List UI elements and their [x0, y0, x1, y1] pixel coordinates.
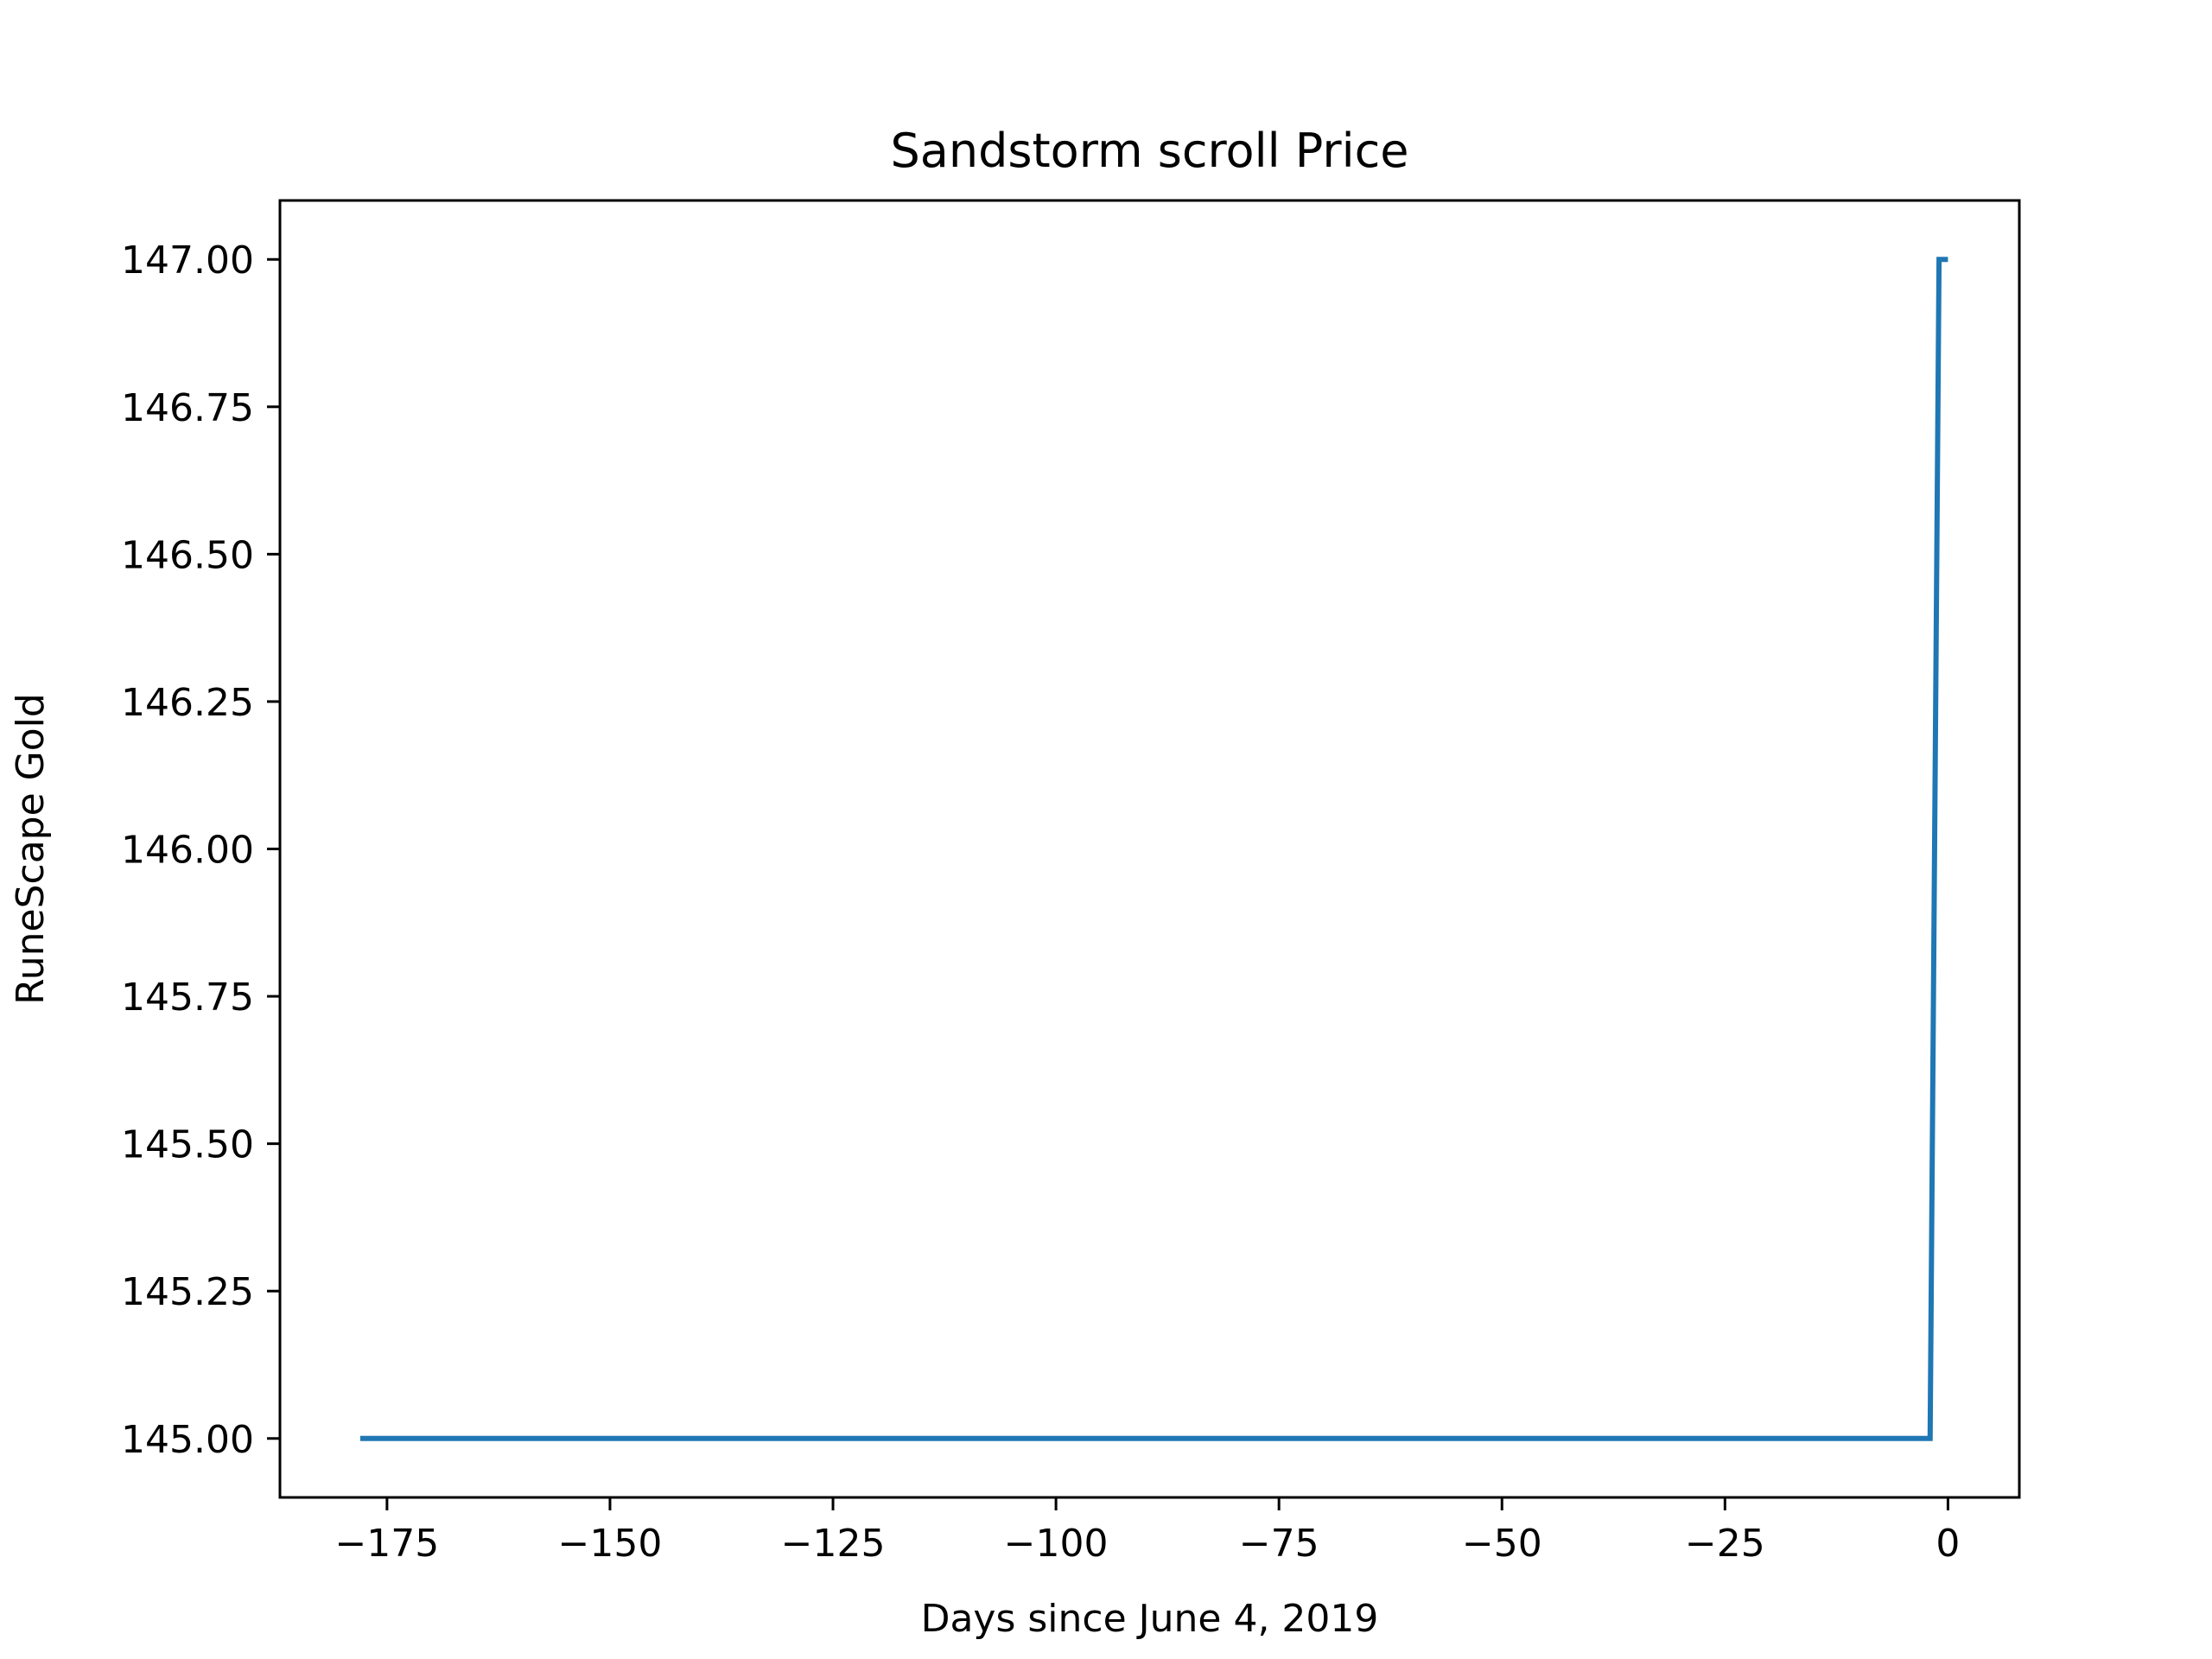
- y-tick-label: 146.00: [121, 829, 254, 873]
- y-tick-label: 147.00: [121, 238, 254, 283]
- y-tick-label: 146.75: [121, 386, 254, 430]
- x-tick-label: −125: [781, 1522, 886, 1566]
- y-tick-label: 145.00: [121, 1418, 254, 1462]
- x-tick-label: 0: [1936, 1522, 1960, 1566]
- x-tick-label: −175: [334, 1522, 439, 1566]
- plot-area-frame: [278, 199, 2021, 1499]
- chart-title: Sandstorm scroll Price: [890, 124, 1408, 178]
- series-line-0: [359, 257, 1948, 1441]
- y-tick-label: 146.25: [121, 681, 254, 725]
- x-axis-label: Days since June 4, 2019: [921, 1597, 1379, 1641]
- y-tick-label: 145.50: [121, 1123, 254, 1167]
- series-layer: [359, 257, 1948, 1441]
- x-axis-ticks: −175 −150 −125 −100 −75 −50 −25 0: [334, 1497, 1960, 1566]
- x-tick-label: −50: [1462, 1522, 1542, 1566]
- x-tick-label: −100: [1004, 1522, 1109, 1566]
- y-tick-label: 145.75: [121, 976, 254, 1020]
- y-axis-ticks: 145.00 145.25 145.50 145.75 146.00 146.25 146.…: [121, 238, 280, 1462]
- y-tick-label: 145.25: [121, 1270, 254, 1314]
- x-tick-label: −150: [558, 1522, 663, 1566]
- x-tick-label: −25: [1685, 1522, 1765, 1566]
- y-tick-label: 146.50: [121, 533, 254, 577]
- x-tick-label: −75: [1239, 1522, 1319, 1566]
- y-axis-label: RuneScape Gold: [9, 693, 53, 1005]
